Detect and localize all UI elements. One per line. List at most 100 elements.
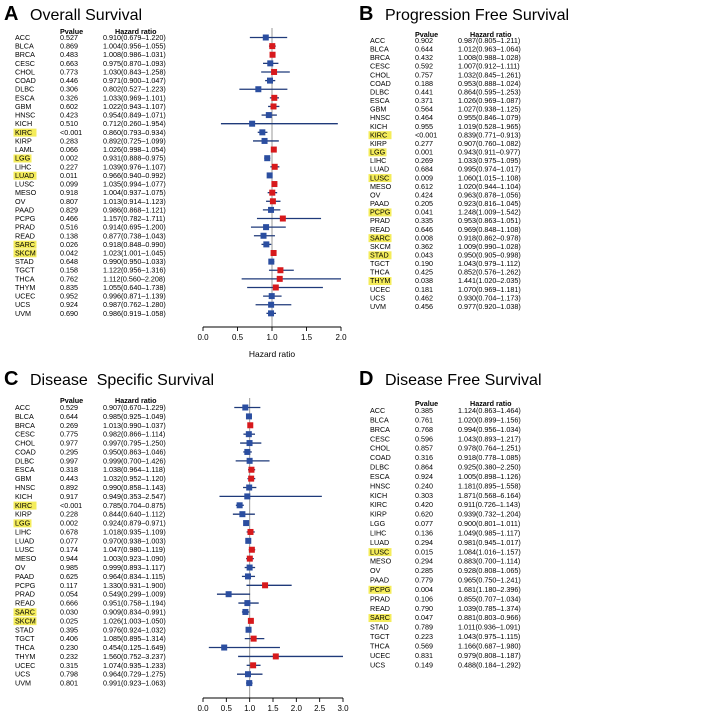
pvalue-cell: 0.646 xyxy=(415,225,433,234)
cancer-type-label: ACC xyxy=(370,36,385,45)
cancer-type-label: COAD xyxy=(370,79,391,88)
cancer-type-label: LIHC xyxy=(15,162,31,171)
hazard-ratio-cell: 1.011(0.936–1.091) xyxy=(458,623,520,632)
cancer-type-label: SARC xyxy=(370,233,390,242)
hazard-ratio-cell: 1.084(1.016–1.157) xyxy=(458,547,521,556)
pvalue-cell: 0.395 xyxy=(60,625,78,634)
forest-row: LAML 0.066 1.026(0.998–1.054) xyxy=(15,145,277,154)
hazard-ratio-cell: 1.027(0.938–1.125) xyxy=(458,105,521,114)
hazard-ratio-marker xyxy=(236,502,243,509)
cancer-type-label: KICH xyxy=(370,122,387,131)
pvalue-cell: 0.644 xyxy=(415,45,433,54)
hazard-ratio-marker xyxy=(266,172,273,179)
cancer-type-label: BRCA xyxy=(15,50,35,59)
pvalue-cell: 0.773 xyxy=(60,67,78,76)
forest-row: BLCA 0.869 1.004(0.956–1.055) xyxy=(15,42,276,51)
pvalue-cell: 0.663 xyxy=(60,59,78,68)
hazard-ratio-cell: 1.112(0.560–2.208) xyxy=(103,274,165,283)
pvalue-cell: 0.924 xyxy=(60,300,78,309)
cancer-type-label: LUAD xyxy=(370,538,389,547)
forest-row: READ 0.646 0.969(0.848–1.108) xyxy=(370,225,521,234)
pvalue-cell: 0.924 xyxy=(415,472,433,481)
hazard-ratio-cell: 0.918(0.778–1.085) xyxy=(458,453,521,462)
panel-letter: B xyxy=(359,3,373,25)
cancer-type-label: KIRC xyxy=(15,501,32,510)
forest-row: PRAD 0.516 0.914(0.695–1.200) xyxy=(15,223,286,232)
hazard-ratio-marker xyxy=(247,528,254,535)
hazard-ratio-marker xyxy=(247,617,254,624)
forest-row: LGG 0.077 0.900(0.801–1.011) xyxy=(370,519,520,528)
hazard-ratio-cell: 1.009(0.990–1.028) xyxy=(458,242,521,251)
pvalue-cell: 0.761 xyxy=(415,415,433,424)
x-tick-label: 0.0 xyxy=(197,704,209,713)
hazard-ratio-cell: 0.991(0.923–1.063) xyxy=(103,679,166,688)
hazard-ratio-marker xyxy=(250,635,257,642)
panel-title: Disease Specific Survival xyxy=(30,372,214,389)
forest-row: KIRP 0.283 0.892(0.725–1.099) xyxy=(15,136,279,145)
cancer-type-label: ACC xyxy=(370,406,385,415)
cancer-type-label: ESCA xyxy=(15,465,35,474)
cancer-type-label: STAD xyxy=(370,251,389,260)
pvalue-cell: 0.424 xyxy=(415,190,433,199)
forest-row: CHOL 0.857 0.978(0.764–1.251) xyxy=(370,444,521,453)
forest-row: THCA 0.230 0.454(0.125–1.649) xyxy=(15,643,280,652)
hazard-ratio-cell: 0.990(0.950–1.033) xyxy=(103,257,166,266)
hazard-ratio-cell: 0.985(0.925–1.049) xyxy=(103,412,166,421)
hazard-ratio-marker xyxy=(271,94,278,101)
forest-row: SARC 0.047 0.881(0.803–0.966) xyxy=(368,613,521,622)
cancer-type-label: PRAD xyxy=(370,594,390,603)
forest-row: ACC 0.527 0.910(0.679–1.220) xyxy=(15,33,288,42)
cancer-type-label: KIRP xyxy=(370,510,387,519)
cancer-type-label: PCPG xyxy=(370,585,391,594)
hazard-ratio-cell: 0.892(0.725–1.099) xyxy=(103,136,166,145)
forest-row: ACC 0.385 1.124(0.863–1.464) xyxy=(370,406,521,415)
hazard-ratio-cell: 0.950(0.863–1.046) xyxy=(103,447,166,456)
panel-title: Progression Free Survival xyxy=(385,7,569,24)
forest-row: BLCA 0.644 1.012(0.963–1.064) xyxy=(370,45,521,54)
pvalue-cell: 0.025 xyxy=(60,616,78,625)
cancer-type-label: BRCA xyxy=(370,53,390,62)
significance-highlight xyxy=(13,608,37,617)
forest-row: MESO 0.294 0.883(0.700–1.114) xyxy=(370,557,520,566)
pvalue-cell: 0.625 xyxy=(60,572,78,581)
hazard-ratio-marker xyxy=(246,680,253,687)
cancer-type-label: HNSC xyxy=(15,111,35,120)
pvalue-cell: 0.768 xyxy=(415,425,433,434)
cancer-type-label: MESO xyxy=(15,188,37,197)
hazard-ratio-cell: 0.925(0.380–2.250) xyxy=(458,463,521,472)
cancer-type-label: DLBC xyxy=(15,85,34,94)
cancer-type-label: UCS xyxy=(15,300,30,309)
forest-row: PCPG 0.117 1.330(0.931–1.900) xyxy=(15,581,292,590)
cancer-type-label: LUAD xyxy=(15,171,34,180)
cancer-type-label: PCPG xyxy=(15,581,36,590)
forest-row: ESCA 0.318 1.038(0.964–1.118) xyxy=(15,465,256,474)
hazard-ratio-cell: 0.987(0.805–1.211) xyxy=(458,36,520,45)
forest-row: LUSC 0.099 1.035(0.994–1.077) xyxy=(15,180,278,189)
significance-highlight xyxy=(13,128,37,137)
forest-row: PAAD 0.779 0.965(0.750–1.241) xyxy=(370,576,521,585)
hazard-ratio-cell: 1.248(1.009–1.542) xyxy=(458,208,521,217)
pvalue-cell: 0.230 xyxy=(60,643,78,652)
forest-row: SARC 0.026 0.918(0.848–0.990) xyxy=(13,240,272,249)
x-tick-label: 1.0 xyxy=(244,704,256,713)
pvalue-cell: 0.181 xyxy=(415,285,433,294)
hazard-ratio-cell: 1.060(1.015–1.108) xyxy=(458,173,521,182)
cancer-type-label: READ xyxy=(15,599,35,608)
hazard-ratio-column-header: Hazard ratio xyxy=(115,396,157,405)
hazard-ratio-cell: 0.911(0.726–1.143) xyxy=(458,500,520,509)
forest-row: READ 0.138 0.877(0.738–1.043) xyxy=(15,231,275,240)
cancer-type-label: UCEC xyxy=(370,651,390,660)
cancer-type-label: PAAD xyxy=(15,205,34,214)
cancer-type-label: SKCM xyxy=(15,616,36,625)
hazard-ratio-marker xyxy=(268,293,275,300)
hazard-ratio-cell: 0.549(0.299–1.009) xyxy=(103,590,166,599)
hazard-ratio-cell: 0.939(0.732–1.204) xyxy=(458,510,521,519)
forest-row: CHOL 0.977 0.997(0.795–1.250) xyxy=(15,439,262,448)
cancer-type-label: THCA xyxy=(15,274,35,283)
hazard-ratio-cell: 0.864(0.595–1.253) xyxy=(458,87,521,96)
pvalue-cell: 0.335 xyxy=(415,216,433,225)
hazard-ratio-marker xyxy=(247,422,254,429)
pvalue-cell: 0.977 xyxy=(60,439,78,448)
hazard-ratio-marker xyxy=(272,653,279,660)
x-axis: 0.0 0.5 1.0 1.5 2.0 Hazard ratio xyxy=(197,326,347,359)
